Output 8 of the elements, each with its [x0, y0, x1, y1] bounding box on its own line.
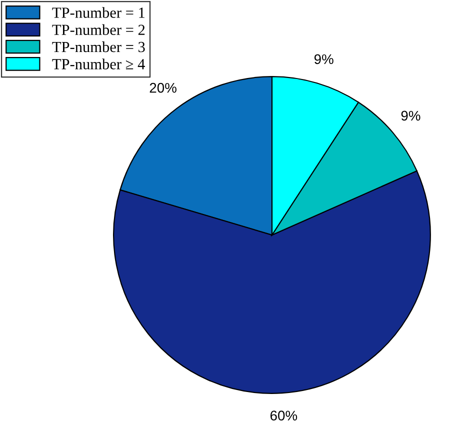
legend-label: TP-number = 3 [52, 41, 145, 52]
legend-label: TP-number = 2 [52, 24, 145, 36]
legend-label: TP-number = 1 [52, 7, 145, 18]
legend-label: TP-number ≥ 4 [52, 58, 145, 70]
data-label: 9% [401, 110, 420, 121]
data-label: 20% [150, 82, 176, 93]
data-label: 9% [314, 54, 334, 64]
data-label: 60% [270, 410, 298, 421]
